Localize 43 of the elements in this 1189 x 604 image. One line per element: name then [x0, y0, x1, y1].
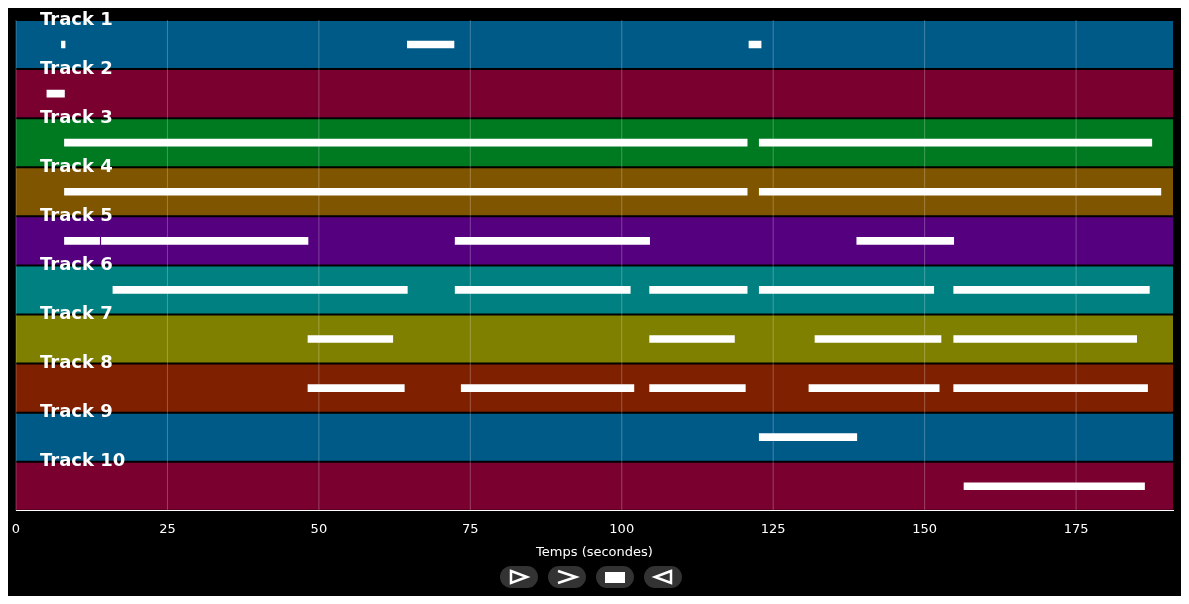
bar [46, 89, 65, 98]
y-tick-label: Track 2 [40, 56, 113, 78]
bar [758, 433, 858, 442]
x-tick-label: 50 [310, 520, 328, 536]
bar [649, 286, 748, 294]
x-tick-label: 0 [11, 520, 21, 536]
bar [953, 384, 1148, 392]
x-tick-label: 100 [609, 520, 635, 536]
bar [454, 237, 650, 245]
y-tick-label: Track 4 [40, 154, 113, 176]
bar [307, 335, 394, 343]
bar [64, 187, 748, 196]
y-tick-label: Track 1 [40, 7, 113, 29]
bar [112, 286, 408, 294]
bar [460, 384, 635, 392]
x-axis-title: Temps (secondes) [535, 543, 653, 559]
y-tick-label: Track 6 [40, 253, 113, 275]
bar [64, 138, 748, 147]
x-tick-label: 175 [1063, 520, 1089, 536]
x-tick-label: 75 [462, 520, 479, 536]
bar [649, 335, 735, 343]
y-tick-label: Track 3 [40, 105, 113, 127]
y-tick-label: Track 10 [40, 449, 126, 471]
y-tick-label: Track 9 [40, 400, 113, 422]
bar [758, 286, 935, 294]
y-tick-label: Track 8 [40, 351, 113, 373]
bar [953, 335, 1137, 343]
bar [953, 286, 1150, 294]
bar [454, 286, 631, 294]
x-tick-label: 150 [912, 520, 938, 536]
bar [307, 384, 405, 392]
bar [758, 138, 1153, 147]
bar [758, 187, 1162, 196]
bar [963, 482, 1145, 491]
bar [406, 40, 455, 49]
bar [649, 384, 746, 392]
y-tick-label: Track 7 [40, 302, 113, 324]
bar [856, 237, 955, 245]
bar [814, 335, 942, 343]
x-tick-label: 25 [159, 520, 176, 536]
bar [808, 384, 940, 392]
y-tick-label: Track 5 [40, 203, 113, 225]
x-tick-label: 125 [760, 520, 786, 536]
